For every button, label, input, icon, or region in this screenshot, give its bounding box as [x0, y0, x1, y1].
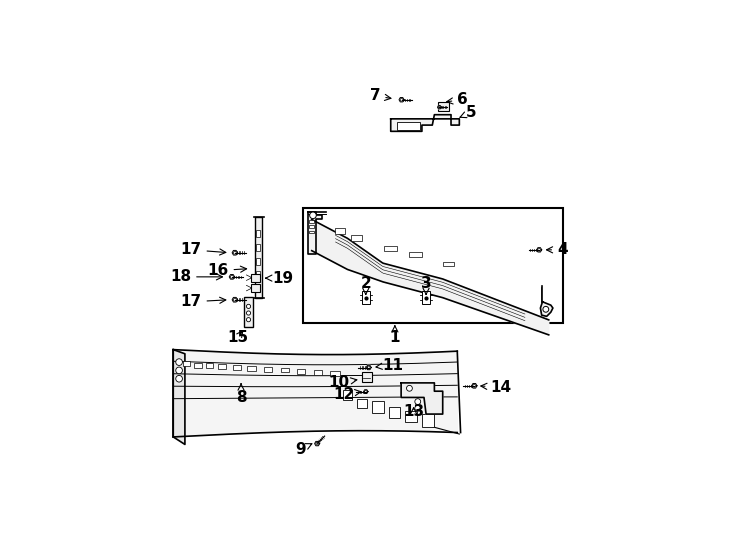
Bar: [303, 208, 563, 322]
Bar: [252, 284, 260, 292]
Text: 12: 12: [333, 387, 361, 402]
Bar: [309, 231, 314, 233]
Text: 7: 7: [370, 89, 391, 104]
Bar: [247, 366, 255, 371]
Text: 3: 3: [421, 275, 432, 294]
Bar: [372, 401, 384, 413]
Circle shape: [175, 375, 183, 382]
Bar: [422, 291, 430, 305]
Bar: [256, 244, 260, 251]
Circle shape: [400, 98, 403, 101]
Polygon shape: [312, 219, 549, 335]
Text: 6: 6: [447, 92, 468, 107]
Circle shape: [230, 275, 233, 278]
Circle shape: [247, 318, 250, 322]
Text: 19: 19: [266, 271, 294, 286]
Polygon shape: [232, 251, 238, 255]
Bar: [352, 235, 362, 241]
Circle shape: [543, 306, 549, 312]
Text: 8: 8: [236, 384, 247, 405]
Bar: [357, 399, 366, 408]
Polygon shape: [366, 366, 371, 370]
Polygon shape: [315, 441, 320, 446]
Bar: [309, 220, 314, 223]
Circle shape: [175, 359, 183, 366]
Text: 9: 9: [295, 442, 312, 457]
Bar: [264, 367, 272, 372]
Circle shape: [310, 212, 316, 219]
Bar: [335, 228, 345, 234]
Text: 10: 10: [328, 375, 357, 390]
Circle shape: [473, 384, 476, 387]
Polygon shape: [173, 349, 457, 437]
Bar: [244, 297, 253, 327]
Circle shape: [233, 251, 236, 254]
Polygon shape: [232, 298, 238, 302]
Bar: [385, 246, 397, 251]
Text: 17: 17: [181, 294, 226, 309]
Polygon shape: [308, 212, 322, 254]
Circle shape: [415, 406, 421, 411]
Polygon shape: [390, 114, 459, 131]
Bar: [233, 365, 241, 370]
Bar: [362, 291, 369, 305]
Text: 17: 17: [181, 242, 226, 258]
Polygon shape: [363, 390, 368, 394]
Bar: [183, 361, 190, 366]
Bar: [280, 368, 289, 373]
Circle shape: [316, 442, 319, 445]
Bar: [410, 252, 422, 257]
Circle shape: [367, 366, 370, 369]
Circle shape: [365, 390, 367, 393]
Polygon shape: [472, 383, 477, 388]
Circle shape: [233, 298, 236, 301]
Text: 15: 15: [228, 329, 249, 345]
Polygon shape: [401, 383, 443, 414]
Circle shape: [407, 386, 413, 391]
Bar: [314, 370, 322, 375]
Bar: [256, 272, 260, 279]
Bar: [437, 102, 449, 111]
Bar: [405, 411, 417, 422]
Text: 2: 2: [360, 275, 371, 294]
Circle shape: [415, 399, 421, 404]
Polygon shape: [399, 98, 404, 102]
Polygon shape: [229, 274, 235, 279]
Text: 11: 11: [376, 357, 404, 373]
Text: 1: 1: [390, 326, 400, 345]
Text: 14: 14: [481, 380, 512, 395]
Bar: [309, 225, 314, 228]
Bar: [443, 262, 454, 266]
Circle shape: [538, 248, 540, 251]
Bar: [194, 362, 202, 368]
Text: 13: 13: [403, 404, 424, 420]
Text: 4: 4: [547, 242, 567, 258]
Bar: [388, 407, 400, 418]
Bar: [397, 122, 420, 130]
Bar: [362, 373, 371, 382]
Polygon shape: [173, 349, 185, 444]
Bar: [218, 364, 227, 369]
Bar: [297, 369, 305, 374]
Text: 18: 18: [170, 269, 222, 285]
Bar: [206, 363, 213, 368]
Bar: [330, 371, 340, 376]
Circle shape: [247, 305, 250, 308]
Bar: [255, 217, 262, 298]
Circle shape: [247, 311, 250, 315]
Text: 16: 16: [207, 263, 247, 278]
Bar: [256, 258, 260, 265]
Bar: [422, 414, 435, 427]
Bar: [343, 390, 352, 400]
Bar: [252, 274, 260, 282]
Polygon shape: [537, 248, 542, 252]
Circle shape: [175, 367, 183, 374]
Bar: [256, 230, 260, 238]
Polygon shape: [437, 105, 441, 109]
Polygon shape: [540, 302, 553, 316]
Text: 5: 5: [460, 105, 476, 120]
Circle shape: [438, 106, 440, 108]
